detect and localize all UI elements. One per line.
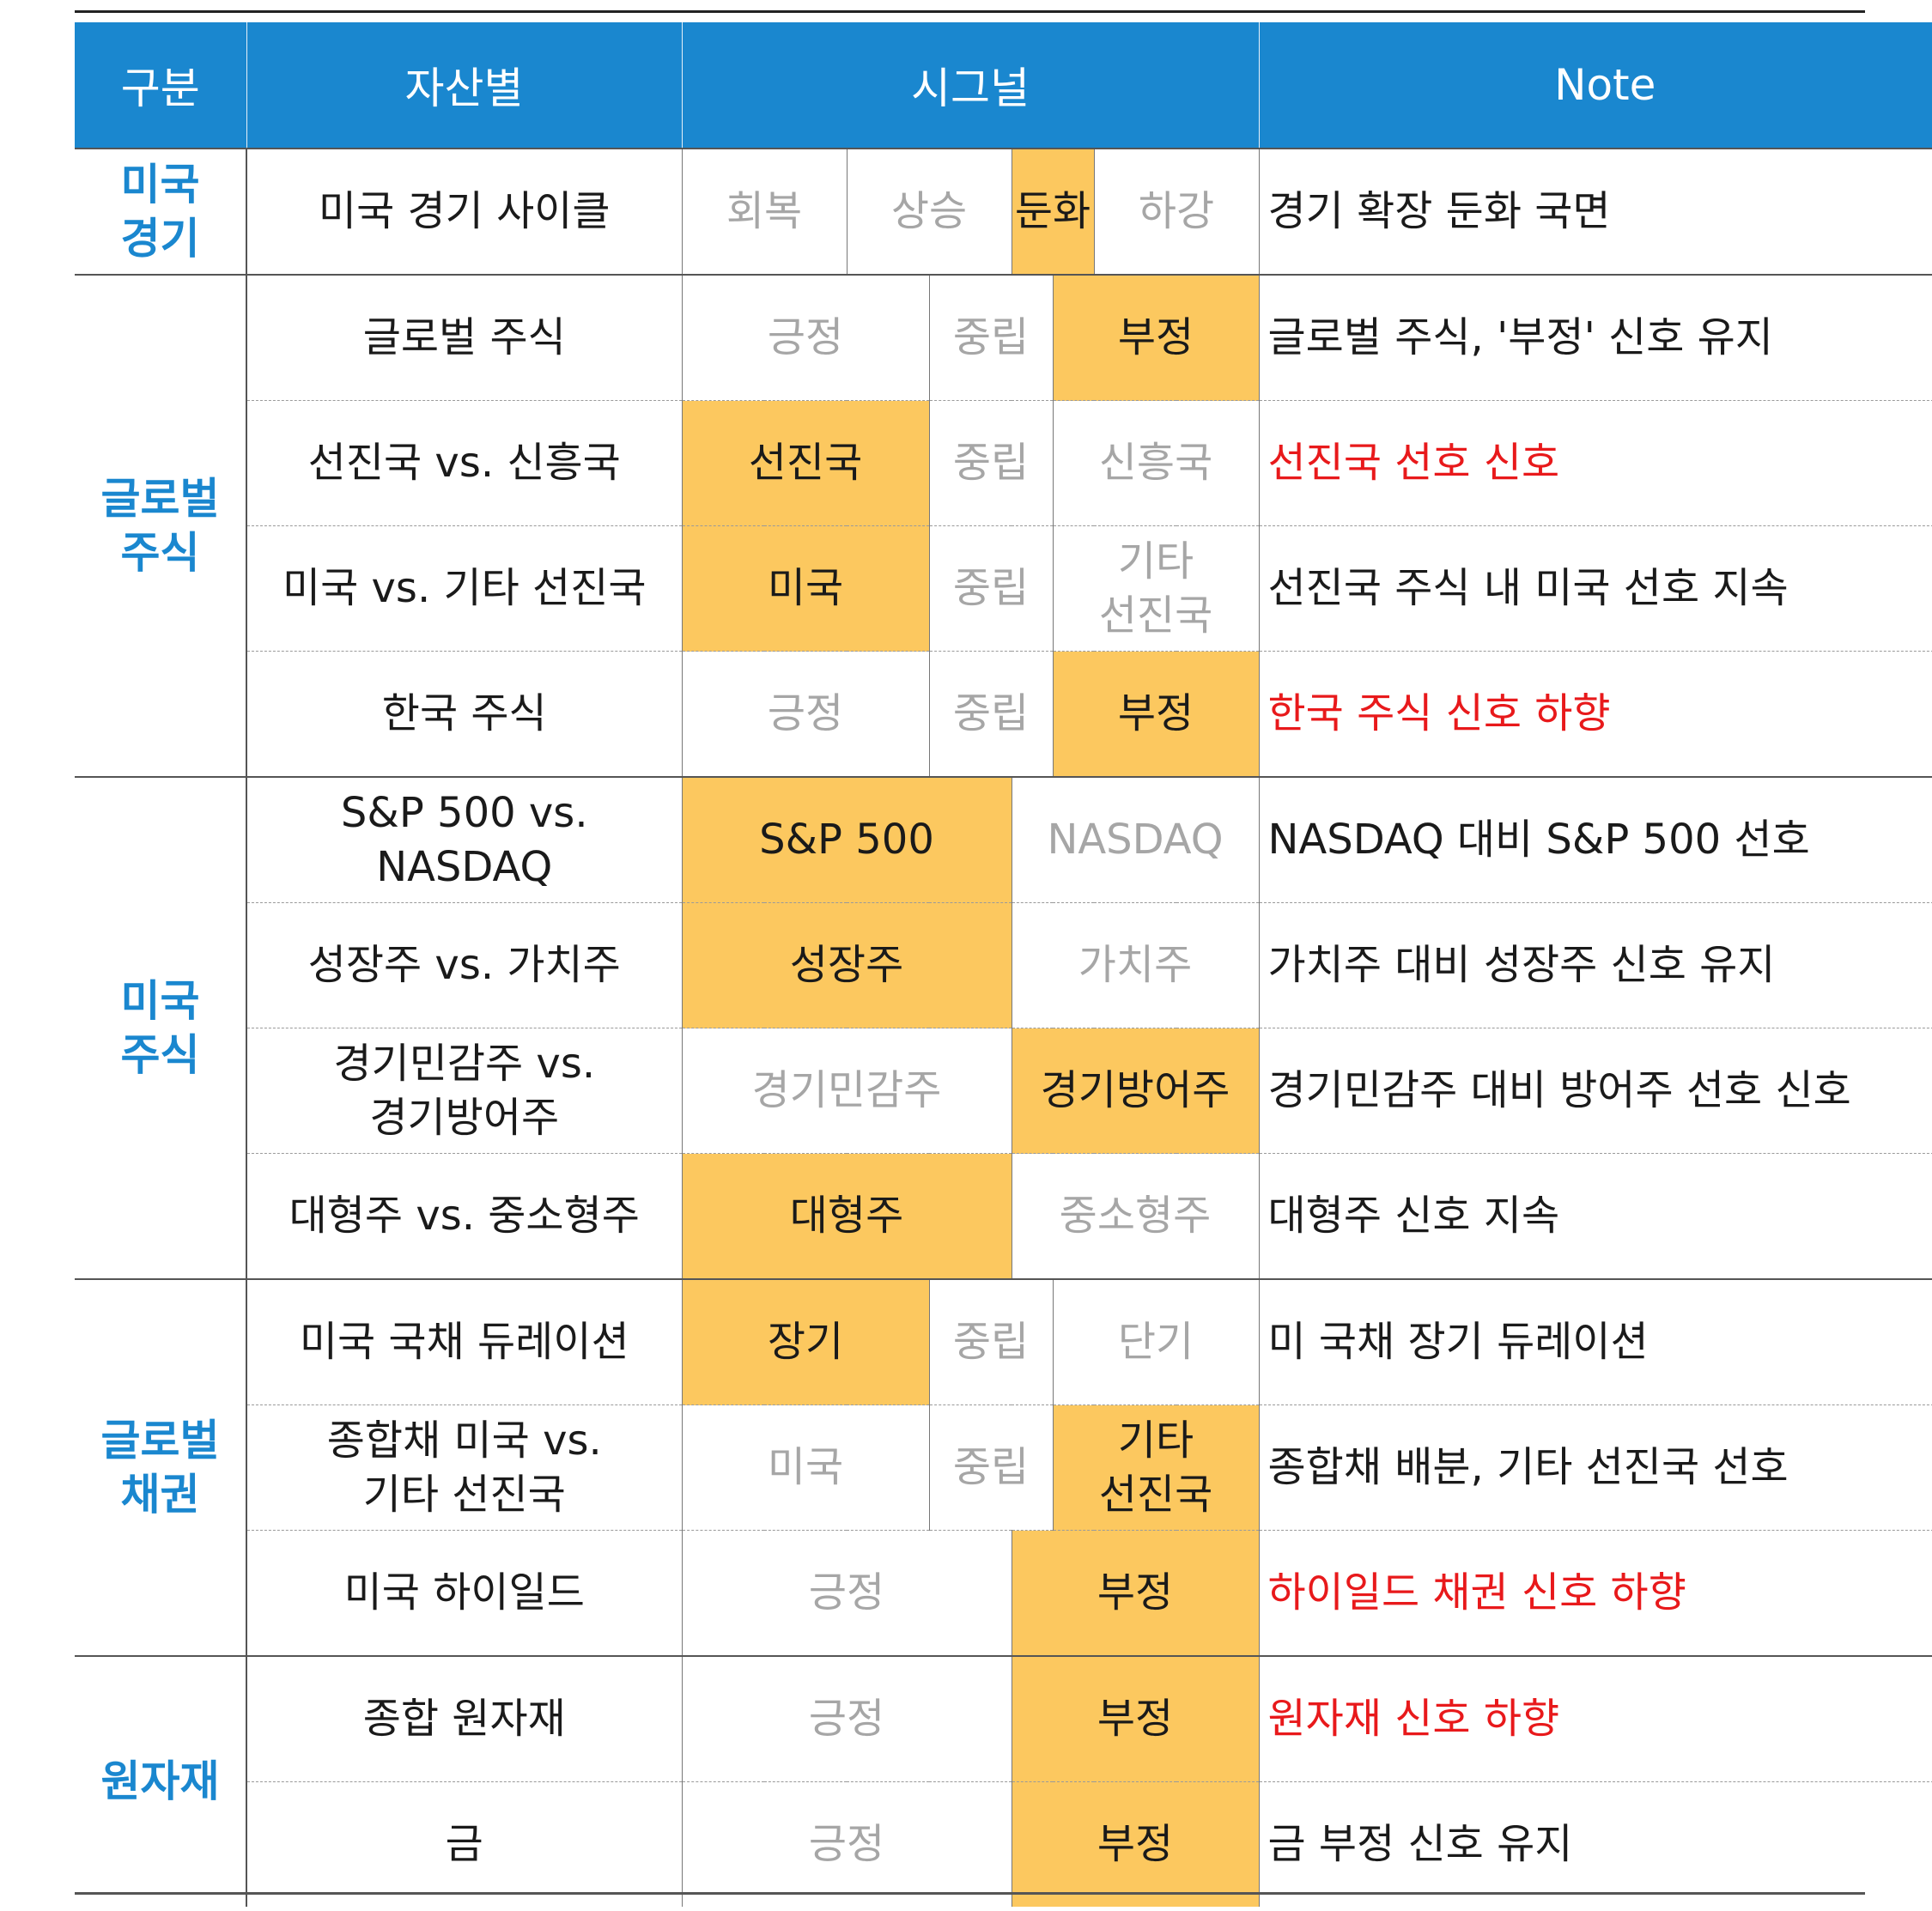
category-label: 미국 주식	[75, 776, 247, 1279]
signal-cell: 회복	[682, 148, 848, 275]
note-text: 경기 확장 둔화 국면	[1259, 148, 1932, 275]
signal-cell: 중립	[929, 274, 1054, 401]
signal-cell: 상승	[847, 148, 1012, 275]
note-text: NASDAQ 대비 S&P 500 선호	[1259, 776, 1932, 903]
signal-cell: 하강	[1094, 148, 1260, 275]
signal-cell: 중립	[929, 651, 1054, 777]
table-body: 미국 경기 미국 경기 사이클 회복 상승 둔화 하강 경기 확장 둔화 국면 글로벌 주식 글…	[75, 148, 1932, 1907]
asset-label: 종합 원자재	[246, 1655, 683, 1782]
note-text: 종합채 배분, 기타 선진국 선호	[1259, 1404, 1932, 1531]
signal-cell: 중립	[929, 400, 1054, 526]
table-row: 경기민감주 vs. 경기방어주 경기민감주 경기방어주 경기민감주 대비 방어주 선호…	[75, 1028, 1932, 1154]
table-row: 한국 주식 긍정 중립 부정 한국 주식 신호 하향	[75, 651, 1932, 777]
note-text: 원자재 신호 하향	[1259, 1655, 1932, 1782]
category-label: 글로벌 주식	[75, 274, 247, 777]
signal-cell: 대형주	[682, 1153, 1012, 1279]
table-row: 금 긍정 부정 금 부정 신호 유지	[75, 1781, 1932, 1907]
category-label: 원자재	[75, 1655, 247, 1907]
signal-cell: 미국	[682, 1404, 930, 1531]
asset-label: 미국 vs. 기타 선진국	[246, 525, 683, 652]
note-text: 선진국 주식 내 미국 선호 지속	[1259, 525, 1932, 652]
signal-cell: 부정	[1012, 1655, 1260, 1782]
signal-cell: 부정	[1012, 1781, 1260, 1907]
header-category: 구분	[75, 22, 246, 149]
note-text: 선진국 선호 신호	[1259, 400, 1932, 526]
asset-label: 한국 주식	[246, 651, 683, 777]
signal-cell: 미국	[682, 525, 930, 652]
asset-label: 종합채 미국 vs. 기타 선진국	[246, 1404, 683, 1531]
table-row: 대형주 vs. 중소형주 대형주 중소형주 대형주 신호 지속	[75, 1153, 1932, 1279]
table-row: 글로벌 주식 글로벌 주식 긍정 중립 부정 글로벌 주식, '부정' 신호 유지	[75, 274, 1932, 777]
signal-cell: 장기	[682, 1278, 930, 1405]
asset-label: 글로벌 주식	[246, 274, 683, 401]
table-row: 원자재 종합 원자재 긍정 부정 원자재 신호 하향	[75, 1655, 1932, 1907]
asset-label: 금	[246, 1781, 683, 1907]
signal-cell: 긍정	[682, 1530, 1012, 1656]
signal-cell: 단기	[1053, 1278, 1260, 1405]
signal-table: 구분 자산별 시그널 Note 미국 경기 미국 경기 사이클 회복 상승 둔화 하강 경기…	[75, 22, 1932, 1907]
table-row: 미국 vs. 기타 선진국 미국 중립 기타 선진국 선진국 주식 내 미국 선호 지속	[75, 525, 1932, 652]
table-row: 미국 주식 S&P 500 vs. NASDAQ S&P 500 NASDAQ NASD…	[75, 776, 1932, 1279]
header-note: Note	[1258, 22, 1932, 149]
signal-cell: 중립	[929, 525, 1054, 652]
note-text: 한국 주식 신호 하향	[1259, 651, 1932, 777]
signal-cell: 부정	[1012, 1530, 1260, 1656]
asset-label: 선진국 vs. 신흥국	[246, 400, 683, 526]
asset-label: 미국 하이일드	[246, 1530, 683, 1656]
signal-cell: 중립	[929, 1404, 1054, 1531]
note-text: 미 국채 장기 듀레이션	[1259, 1278, 1932, 1405]
signal-cell: 선진국	[682, 400, 930, 526]
signal-cell: 기타 선진국	[1053, 525, 1260, 652]
signal-cell: 신흥국	[1053, 400, 1260, 526]
signal-cell: 긍정	[682, 1781, 1012, 1907]
table-row: 미국 경기 미국 경기 사이클 회복 상승 둔화 하강 경기 확장 둔화 국면	[75, 148, 1932, 275]
signal-cell: 가치주	[1012, 902, 1260, 1028]
table-row: 선진국 vs. 신흥국 선진국 중립 신흥국 선진국 선호 신호	[75, 400, 1932, 526]
signal-cell: NASDAQ	[1012, 776, 1260, 903]
signal-cell: 긍정	[682, 1655, 1012, 1782]
category-label: 미국 경기	[75, 148, 247, 275]
asset-label: S&P 500 vs. NASDAQ	[246, 776, 683, 903]
top-rule	[75, 10, 1865, 13]
signal-cell: S&P 500	[682, 776, 1012, 903]
signal-cell: 중소형주	[1012, 1153, 1260, 1279]
signal-cell: 중립	[929, 1278, 1054, 1405]
signal-cell: 경기방어주	[1012, 1028, 1260, 1154]
signal-cell: 부정	[1053, 274, 1260, 401]
asset-label: 미국 국채 듀레이션	[246, 1278, 683, 1405]
header-signal: 시그널	[681, 22, 1259, 149]
bottom-rule	[75, 1892, 1865, 1895]
signal-cell: 기타 선진국	[1053, 1404, 1260, 1531]
table-row: 글로벌 채권 미국 국채 듀레이션 장기 중립 단기 미 국채 장기 듀레이션	[75, 1278, 1932, 1656]
signal-cell: 성장주	[682, 902, 1012, 1028]
table-row: 미국 하이일드 긍정 부정 하이일드 채권 신호 하향	[75, 1530, 1932, 1656]
category-label: 글로벌 채권	[75, 1278, 247, 1656]
note-text: 글로벌 주식, '부정' 신호 유지	[1259, 274, 1932, 401]
note-text: 하이일드 채권 신호 하향	[1259, 1530, 1932, 1656]
signal-cell: 경기민감주	[682, 1028, 1012, 1154]
asset-label: 경기민감주 vs. 경기방어주	[246, 1028, 683, 1154]
asset-label: 성장주 vs. 가치주	[246, 902, 683, 1028]
note-text: 가치주 대비 성장주 신호 유지	[1259, 902, 1932, 1028]
table-row: 성장주 vs. 가치주 성장주 가치주 가치주 대비 성장주 신호 유지	[75, 902, 1932, 1028]
signal-cell: 부정	[1053, 651, 1260, 777]
note-text: 금 부정 신호 유지	[1259, 1781, 1932, 1907]
header-asset: 자산별	[246, 22, 682, 149]
signal-cell: 긍정	[682, 651, 930, 777]
table-header-row: 구분 자산별 시그널 Note	[75, 22, 1932, 149]
signal-cell: 둔화	[1012, 148, 1095, 275]
note-text: 대형주 신호 지속	[1259, 1153, 1932, 1279]
table-row: 종합채 미국 vs. 기타 선진국 미국 중립 기타 선진국 종합채 배분, 기타 선진…	[75, 1404, 1932, 1531]
note-text: 경기민감주 대비 방어주 선호 신호	[1259, 1028, 1932, 1154]
asset-label: 대형주 vs. 중소형주	[246, 1153, 683, 1279]
asset-label: 미국 경기 사이클	[246, 148, 683, 275]
signal-cell: 긍정	[682, 274, 930, 401]
